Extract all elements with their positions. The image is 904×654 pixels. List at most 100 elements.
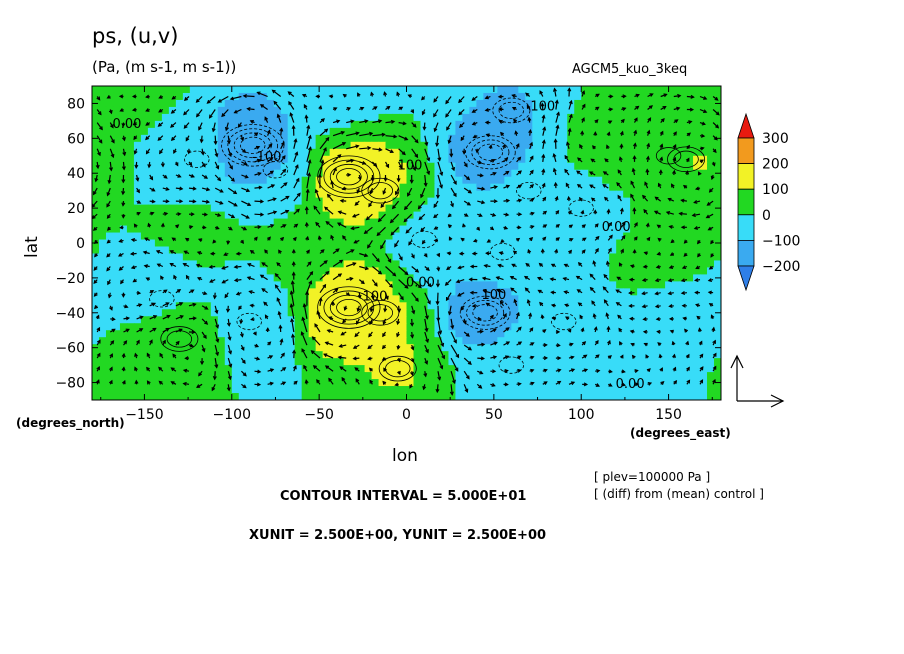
wind-vector-head xyxy=(119,108,124,112)
field-cell xyxy=(399,134,408,143)
field-cell xyxy=(168,86,177,94)
field-cell xyxy=(385,323,394,331)
wind-vector-head xyxy=(686,132,692,137)
field-cell xyxy=(525,120,533,129)
field-cell xyxy=(602,120,610,129)
field-cell xyxy=(581,183,589,192)
field-cell xyxy=(273,393,282,400)
contour-line xyxy=(323,290,375,325)
field-cell xyxy=(147,113,156,122)
field-cell xyxy=(476,225,484,234)
field-cell xyxy=(707,162,715,171)
field-cell xyxy=(588,393,596,400)
field-cell xyxy=(252,86,261,94)
field-cell xyxy=(224,246,233,255)
field-cell xyxy=(112,246,121,255)
wind-vector-head xyxy=(380,203,385,209)
field-cell xyxy=(602,134,610,143)
wind-vector-head xyxy=(269,156,274,161)
field-cell xyxy=(168,267,177,275)
field-cell xyxy=(350,386,359,394)
field-cell xyxy=(315,267,324,275)
field-cell xyxy=(154,372,163,380)
field-cell xyxy=(581,190,589,199)
contour-line xyxy=(498,356,525,374)
field-cell xyxy=(546,197,554,206)
field-cell xyxy=(182,106,191,115)
field-cell xyxy=(490,309,498,317)
field-cell xyxy=(294,141,303,150)
field-cell xyxy=(511,211,519,220)
field-cell xyxy=(637,344,645,352)
field-cell xyxy=(588,211,596,220)
field-cell xyxy=(546,190,554,199)
field-cell xyxy=(175,253,184,262)
field-cell xyxy=(616,99,624,108)
field-cell xyxy=(700,316,708,324)
field-cell xyxy=(238,148,247,157)
field-cell xyxy=(581,134,589,143)
field-cell xyxy=(644,218,652,227)
field-cell xyxy=(413,393,422,400)
field-cell xyxy=(581,176,589,185)
field-cell xyxy=(630,309,638,317)
field-cell xyxy=(539,239,547,248)
field-cell xyxy=(266,253,275,262)
field-cell xyxy=(574,379,582,387)
field-cell xyxy=(588,148,596,157)
field-cell xyxy=(280,176,289,185)
field-cell xyxy=(679,386,687,394)
field-cell xyxy=(518,330,526,338)
field-cell xyxy=(665,176,673,185)
field-cell xyxy=(511,86,519,94)
field-cell xyxy=(133,372,142,380)
field-cell xyxy=(644,162,652,171)
field-cell xyxy=(567,274,575,282)
field-cell xyxy=(644,281,652,289)
field-cell xyxy=(462,86,470,94)
field-cell xyxy=(665,344,673,352)
field-cell xyxy=(315,330,324,338)
field-cell xyxy=(532,365,540,373)
field-cell xyxy=(546,309,554,317)
field-cell xyxy=(273,246,282,255)
field-cell xyxy=(455,316,464,324)
field-cell xyxy=(707,204,715,213)
field-cell xyxy=(490,204,498,213)
field-cell xyxy=(644,246,652,255)
field-cell xyxy=(532,316,540,324)
field-cell xyxy=(329,260,338,269)
field-cell xyxy=(343,246,352,255)
field-cell xyxy=(308,316,317,324)
field-cell xyxy=(252,225,261,234)
field-cell xyxy=(133,274,142,282)
field-cell xyxy=(252,344,261,352)
field-cell xyxy=(259,281,268,289)
field-cell xyxy=(637,309,645,317)
field-cell xyxy=(441,302,450,310)
field-cell xyxy=(280,113,289,122)
field-cell xyxy=(259,267,268,275)
contour-line xyxy=(459,295,511,330)
field-cell xyxy=(441,309,450,317)
field-cell xyxy=(679,330,687,338)
field-cell xyxy=(168,386,177,394)
wind-vector xyxy=(477,187,485,190)
wind-vector-head xyxy=(137,200,142,204)
field-cell xyxy=(245,323,254,331)
field-cell xyxy=(343,92,352,101)
field-cell xyxy=(308,337,317,345)
field-cell xyxy=(112,337,121,345)
field-cell xyxy=(609,113,617,122)
field-cell xyxy=(105,267,114,275)
field-cell xyxy=(469,155,477,164)
field-cell xyxy=(693,148,701,157)
contour-line xyxy=(477,143,504,161)
field-cell xyxy=(252,113,261,122)
wind-vector-head xyxy=(673,131,677,136)
field-cell xyxy=(98,351,107,359)
field-cell xyxy=(350,86,359,94)
field-cell xyxy=(350,302,359,310)
field-cell xyxy=(623,225,631,234)
field-cell xyxy=(616,302,624,310)
